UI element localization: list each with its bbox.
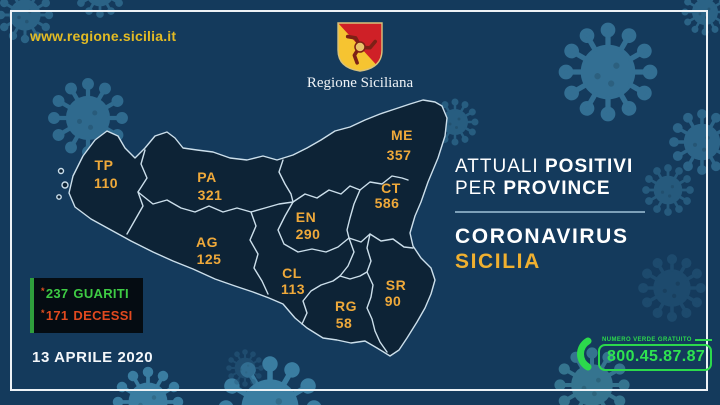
hotline-label: NUMERO VERDE GRATUITO bbox=[602, 337, 692, 343]
province-label-cl: CL 113 bbox=[281, 265, 305, 297]
svg-text:TP: TP bbox=[95, 157, 114, 173]
website-url: www.regione.sicilia.it bbox=[30, 28, 177, 44]
title-panel: ATTUALI POSITIVI PER PROVINCE CORONAVIRU… bbox=[455, 156, 645, 274]
svg-text:113: 113 bbox=[281, 281, 305, 297]
svg-text:PA: PA bbox=[197, 169, 216, 185]
svg-text:SR: SR bbox=[386, 277, 406, 293]
province-label-pa: PA 321 bbox=[197, 169, 222, 203]
deaths-footnote-marker: * bbox=[41, 308, 45, 319]
svg-text:586: 586 bbox=[375, 195, 400, 211]
recovered-row: *237 GUARITI bbox=[41, 283, 133, 305]
island bbox=[56, 194, 62, 200]
subtitle-coronavirus: CORONAVIRUS bbox=[455, 225, 629, 248]
hotline-number: 800.45.87.87 bbox=[598, 344, 712, 371]
svg-text:125: 125 bbox=[197, 251, 222, 267]
title-line-2: PER PROVINCE bbox=[455, 178, 645, 200]
sicily-outline bbox=[68, 99, 448, 357]
hotline-block: NUMERO VERDE GRATUITO 800.45.87.87 bbox=[574, 337, 712, 371]
phone-icon bbox=[577, 337, 592, 371]
logo-caption: Regione Siciliana bbox=[306, 75, 414, 91]
province-label-tp: TP 110 bbox=[94, 157, 118, 191]
svg-text:CL: CL bbox=[282, 265, 302, 281]
province-label-ag: AG 125 bbox=[196, 234, 221, 267]
island bbox=[57, 167, 65, 175]
stats-box: *237 GUARITI *171 DECESSI bbox=[30, 278, 143, 334]
title-divider bbox=[455, 211, 645, 213]
title-word-positivi: POSITIVI bbox=[545, 156, 634, 177]
province-label-me: ME 357 bbox=[387, 127, 413, 163]
province-borders bbox=[126, 149, 414, 353]
province-label-en: EN 290 bbox=[296, 209, 321, 242]
svg-text:290: 290 bbox=[296, 226, 321, 242]
svg-text:90: 90 bbox=[385, 293, 402, 309]
sicily-coat-of-arms-icon bbox=[337, 22, 383, 72]
province-label-sr: SR 90 bbox=[385, 277, 406, 309]
recovered-value: 237 bbox=[45, 286, 69, 301]
hotline-label-rule bbox=[694, 339, 712, 341]
svg-text:321: 321 bbox=[198, 187, 223, 203]
svg-text:RG: RG bbox=[335, 298, 357, 314]
island bbox=[61, 181, 69, 189]
recovered-label: GUARITI bbox=[73, 286, 129, 301]
regione-siciliana-logo: Regione Siciliana bbox=[303, 22, 417, 92]
svg-text:EN: EN bbox=[296, 209, 316, 225]
svg-text:CT: CT bbox=[381, 180, 401, 196]
province-label-rg: RG 58 bbox=[335, 298, 357, 331]
svg-text:AG: AG bbox=[196, 234, 218, 250]
date-label: 13 APRILE 2020 bbox=[32, 349, 154, 366]
province-labels: TP 110 PA 321 ME 357 CT 586 EN 290 AG 12… bbox=[94, 127, 413, 331]
deaths-row: *171 DECESSI bbox=[41, 305, 133, 327]
svg-text:357: 357 bbox=[387, 147, 412, 163]
title-line-1: ATTUALI POSITIVI bbox=[455, 156, 645, 178]
sicily-map: TP 110 PA 321 ME 357 CT 586 EN 290 AG 12… bbox=[56, 99, 448, 357]
svg-text:110: 110 bbox=[94, 175, 118, 191]
hotline-label-row: NUMERO VERDE GRATUITO bbox=[598, 337, 712, 343]
province-label-ct: CT 586 bbox=[375, 180, 401, 211]
svg-text:58: 58 bbox=[336, 315, 353, 331]
deaths-label: DECESSI bbox=[73, 308, 133, 324]
deaths-value: 171 bbox=[45, 308, 69, 324]
subtitle-sicilia: SICILIA bbox=[455, 250, 541, 273]
title-word-attuali: ATTUALI bbox=[455, 156, 539, 177]
recovered-footnote-marker: * bbox=[41, 286, 45, 296]
title-word-province: PROVINCE bbox=[503, 178, 611, 199]
title-word-per: PER bbox=[455, 178, 498, 199]
trinacria-icon bbox=[345, 34, 377, 65]
svg-text:ME: ME bbox=[391, 127, 413, 143]
